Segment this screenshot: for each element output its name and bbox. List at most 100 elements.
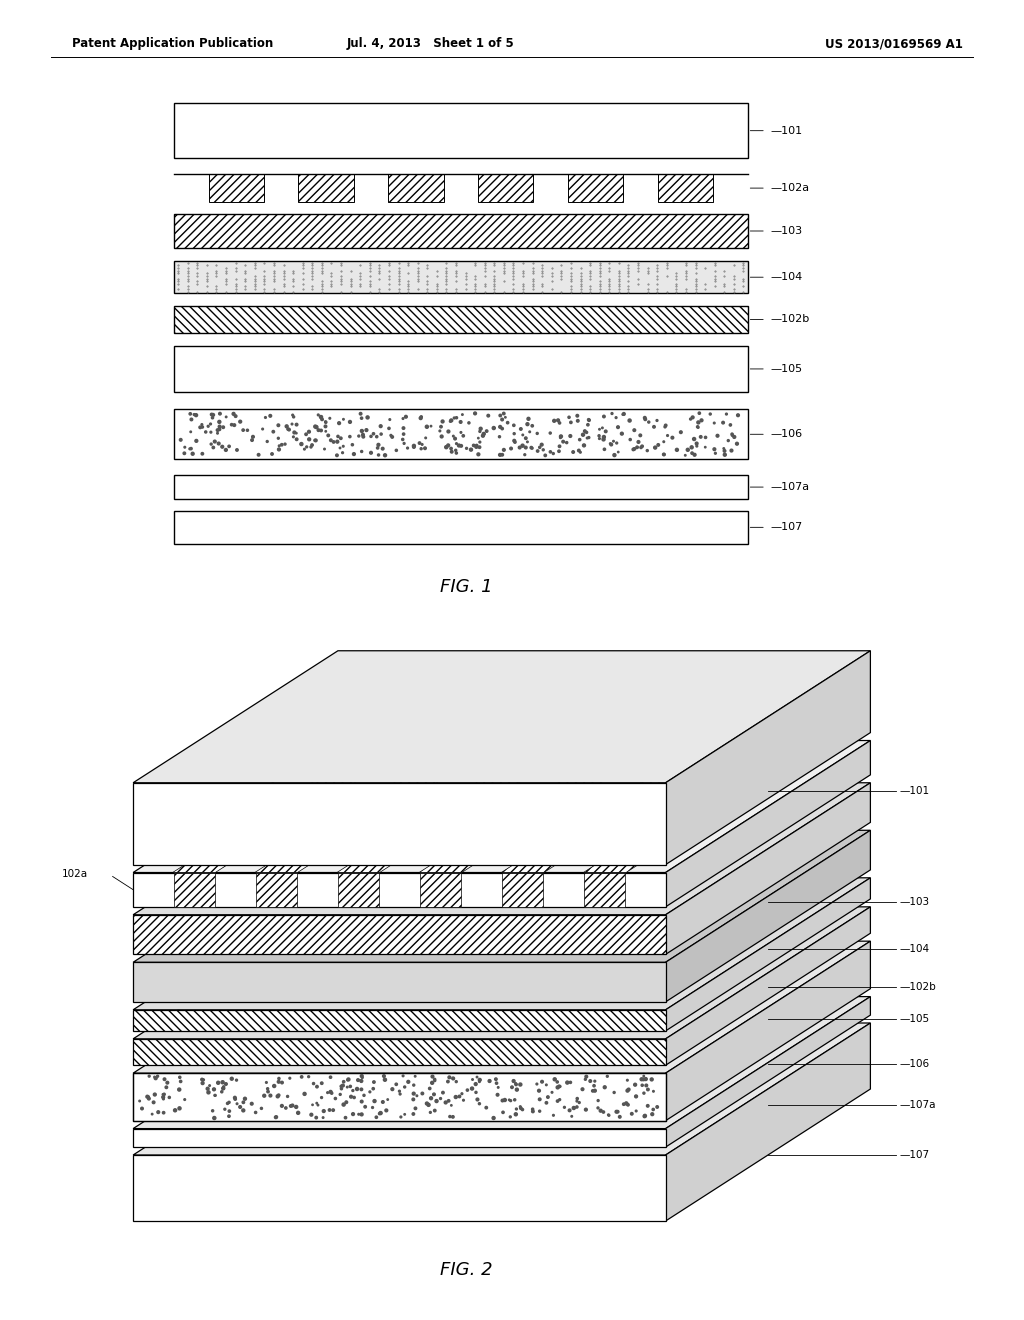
Point: [506, 424, 522, 445]
Point: [270, 1085, 287, 1106]
Polygon shape: [502, 741, 749, 873]
Point: [367, 1090, 383, 1111]
Point: [195, 417, 211, 438]
Point: [519, 413, 536, 434]
Point: [717, 444, 733, 465]
Point: [388, 440, 404, 461]
Point: [596, 438, 612, 459]
Point: [267, 1106, 284, 1127]
Point: [716, 438, 732, 459]
Point: [508, 1098, 524, 1119]
Point: [726, 426, 742, 447]
Point: [426, 1084, 442, 1105]
Point: [531, 1089, 548, 1110]
Point: [565, 441, 582, 462]
Point: [285, 1094, 301, 1115]
Text: —105: —105: [899, 1014, 929, 1024]
Point: [406, 436, 422, 457]
Bar: [420, 873, 461, 907]
Point: [456, 1090, 472, 1111]
Point: [362, 426, 379, 447]
Point: [534, 1071, 550, 1092]
Point: [710, 425, 726, 446]
Bar: [174, 409, 748, 459]
Text: —107a: —107a: [899, 1100, 936, 1110]
Point: [478, 421, 495, 442]
Point: [478, 1097, 495, 1118]
Point: [591, 418, 607, 440]
Point: [315, 1107, 332, 1129]
Point: [626, 420, 642, 441]
Point: [206, 1107, 222, 1129]
Point: [340, 1069, 356, 1090]
Point: [182, 404, 199, 425]
Point: [375, 1092, 391, 1113]
Point: [150, 1065, 166, 1086]
Point: [307, 416, 324, 437]
Point: [595, 429, 611, 450]
Point: [492, 445, 508, 466]
Point: [536, 440, 552, 461]
Point: [141, 1065, 158, 1086]
Point: [394, 429, 411, 450]
Bar: [133, 915, 666, 954]
Point: [605, 430, 622, 451]
Point: [475, 425, 492, 446]
Bar: [174, 346, 748, 392]
Point: [539, 1092, 555, 1113]
Point: [506, 414, 522, 436]
Point: [640, 1078, 656, 1100]
Point: [707, 412, 723, 433]
Point: [633, 437, 649, 458]
Point: [656, 416, 673, 437]
Point: [377, 1069, 393, 1090]
Point: [308, 1093, 325, 1114]
Point: [549, 1072, 565, 1093]
Point: [641, 412, 657, 433]
Point: [455, 425, 471, 446]
Point: [545, 444, 561, 465]
Point: [282, 1068, 298, 1089]
Point: [182, 421, 199, 442]
Point: [472, 432, 488, 453]
Point: [131, 1090, 147, 1111]
Point: [307, 430, 324, 451]
Point: [488, 1073, 505, 1094]
Point: [455, 404, 471, 425]
Point: [540, 1086, 556, 1107]
Point: [413, 438, 429, 459]
Point: [352, 403, 369, 424]
Point: [353, 441, 370, 462]
Point: [324, 1082, 340, 1104]
Point: [609, 1101, 626, 1122]
Point: [205, 404, 221, 425]
Point: [466, 434, 482, 455]
Point: [288, 1097, 304, 1118]
Point: [330, 426, 346, 447]
Point: [397, 407, 414, 428]
Point: [257, 407, 273, 428]
Point: [423, 416, 439, 437]
Point: [286, 407, 302, 428]
Point: [350, 1069, 367, 1090]
Point: [414, 434, 430, 455]
Point: [475, 424, 492, 445]
Point: [530, 1080, 547, 1101]
Point: [561, 407, 578, 428]
Point: [469, 1067, 485, 1088]
Point: [184, 444, 201, 465]
Text: —102b: —102b: [770, 314, 809, 325]
Point: [506, 430, 522, 451]
Point: [606, 445, 623, 466]
Point: [683, 437, 699, 458]
Point: [569, 411, 586, 432]
Point: [637, 408, 653, 429]
Bar: [133, 1073, 666, 1121]
Bar: [174, 214, 748, 248]
Point: [384, 1078, 400, 1100]
Point: [628, 1101, 644, 1122]
Point: [196, 1069, 212, 1090]
Point: [638, 1068, 654, 1089]
Point: [470, 428, 486, 449]
Point: [337, 1107, 353, 1129]
